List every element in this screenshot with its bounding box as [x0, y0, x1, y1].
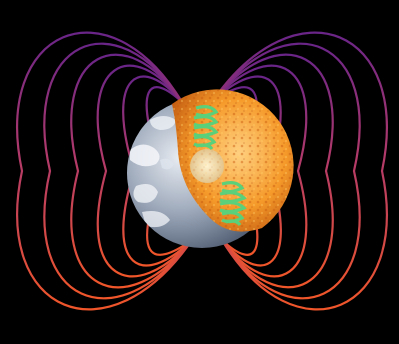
convection-coil-lower: [219, 181, 247, 226]
field-line-right: [210, 31, 388, 311]
field-line-left: [70, 53, 194, 289]
field-line-left: [96, 64, 194, 278]
field-line-right: [210, 42, 361, 300]
convection-coil-upper: [193, 105, 219, 151]
earth-globe: [127, 89, 294, 248]
field-line-left: [43, 42, 194, 300]
field-line-right: [210, 53, 334, 289]
field-line-left: [16, 31, 194, 311]
magnetic-field-lines: [16, 31, 388, 311]
field-line-right: [210, 64, 308, 278]
cloud-cover: [130, 116, 176, 228]
